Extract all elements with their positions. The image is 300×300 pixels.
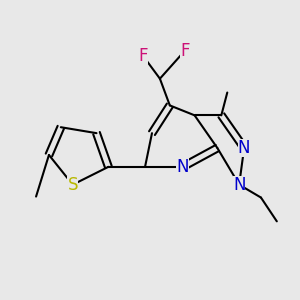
Text: N: N bbox=[238, 139, 250, 157]
Text: N: N bbox=[233, 176, 245, 194]
Text: N: N bbox=[176, 158, 189, 176]
Text: F: F bbox=[138, 47, 148, 65]
Text: F: F bbox=[180, 42, 189, 60]
Text: S: S bbox=[68, 176, 78, 194]
